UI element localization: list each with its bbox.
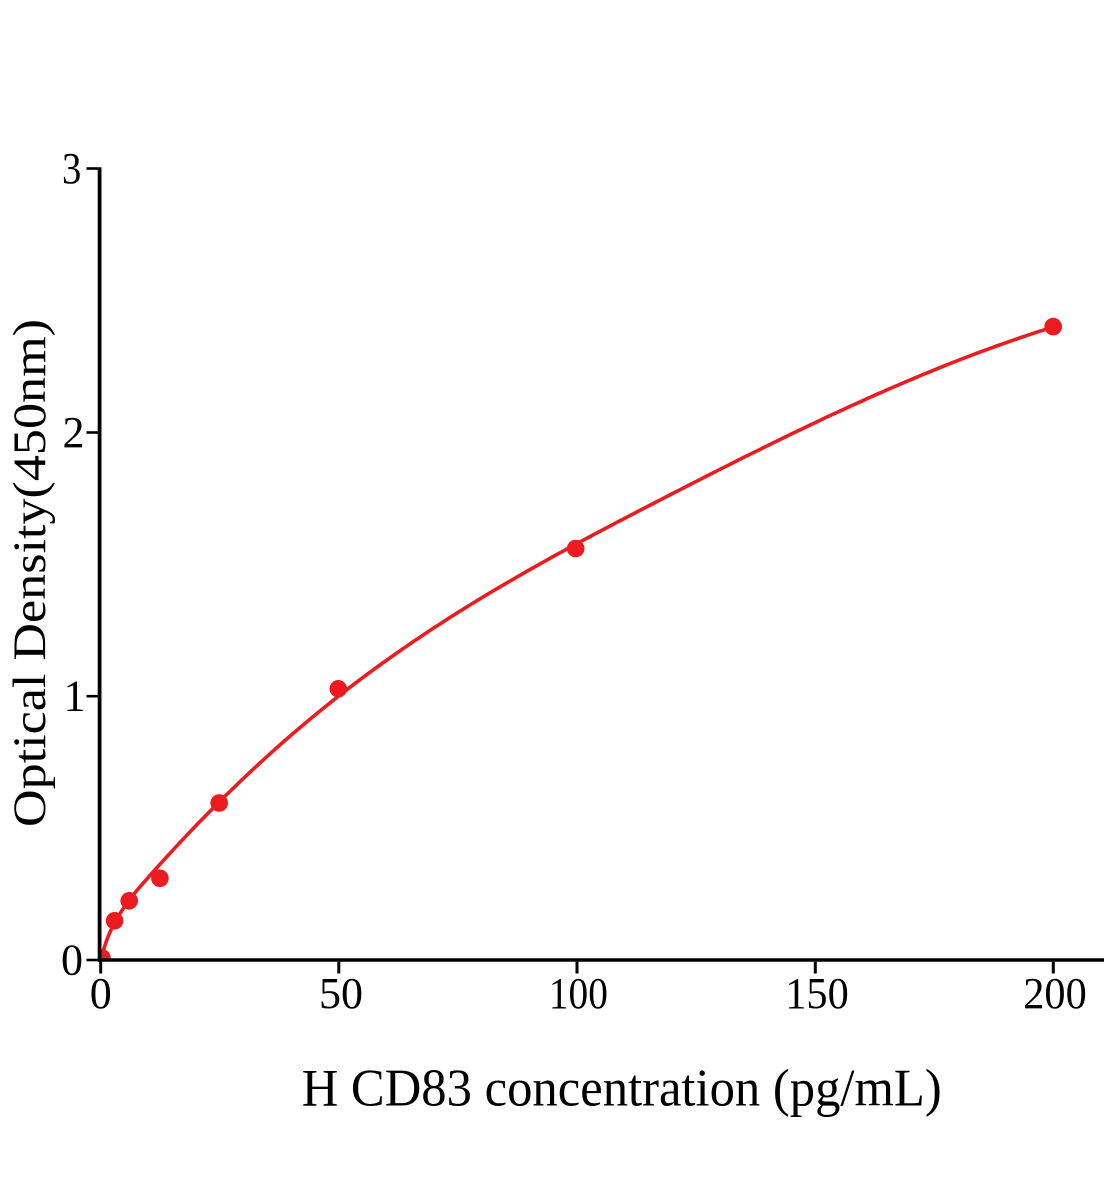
svg-text:100: 100 — [549, 969, 608, 1018]
svg-text:0: 0 — [61, 936, 83, 985]
svg-text:150: 150 — [785, 969, 849, 1018]
svg-text:H CD83 concentration (pg/mL): H CD83 concentration (pg/mL) — [302, 1060, 942, 1118]
svg-text:1: 1 — [64, 672, 86, 721]
svg-text:0: 0 — [90, 969, 112, 1018]
svg-text:Optical Density(450nm): Optical Density(450nm) — [4, 319, 56, 827]
svg-text:50: 50 — [319, 969, 363, 1018]
svg-text:3: 3 — [62, 144, 81, 193]
svg-text:2: 2 — [63, 408, 85, 457]
svg-text:200: 200 — [1023, 969, 1087, 1018]
